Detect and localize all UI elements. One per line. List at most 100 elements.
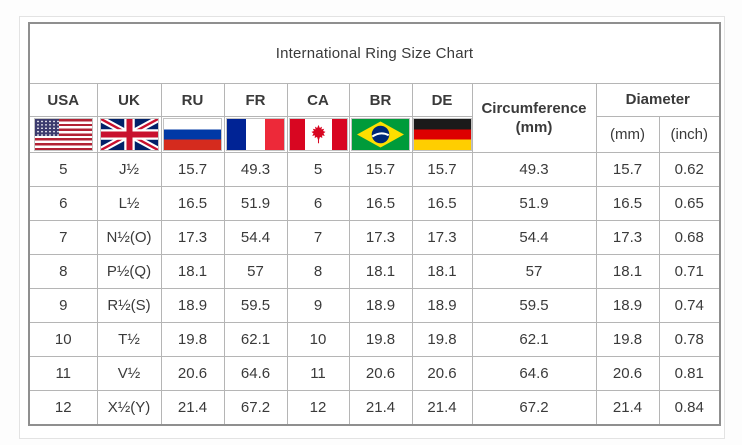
cell-fr: 59.5 bbox=[223, 288, 288, 323]
cell-ru: 16.5 bbox=[160, 186, 225, 221]
cell-fr: 49.3 bbox=[223, 152, 288, 187]
uk-flag-icon bbox=[100, 119, 158, 150]
cell-usa: 12 bbox=[28, 390, 98, 426]
cell-usa: 9 bbox=[28, 288, 98, 323]
flag-cell-br bbox=[348, 116, 413, 153]
cell-br: 18.9 bbox=[348, 288, 413, 323]
cell-circumference: 64.6 bbox=[471, 356, 597, 391]
table-row: 7 N½(O) 17.3 54.4 7 17.3 17.3 54.4 17.3 … bbox=[28, 220, 721, 255]
ca-flag-icon bbox=[289, 119, 347, 150]
cell-diameter-inch: 0.78 bbox=[658, 322, 721, 357]
cell-circumference: 51.9 bbox=[471, 186, 597, 221]
title-row: International Ring Size Chart bbox=[28, 22, 721, 84]
cell-fr: 54.4 bbox=[223, 220, 288, 255]
cell-br: 18.1 bbox=[348, 254, 413, 289]
cell-diameter-mm: 21.4 bbox=[595, 390, 660, 426]
column-header-de: DE bbox=[411, 83, 473, 117]
table-row: 8 P½(Q) 18.1 57 8 18.1 18.1 57 18.1 0.71 bbox=[28, 254, 721, 289]
column-header-br: BR bbox=[348, 83, 413, 117]
cell-br: 19.8 bbox=[348, 322, 413, 357]
cell-uk: V½ bbox=[96, 356, 162, 391]
circumference-label: Circumference bbox=[481, 99, 587, 117]
cell-fr: 67.2 bbox=[223, 390, 288, 426]
cell-uk: R½(S) bbox=[96, 288, 162, 323]
cell-usa: 8 bbox=[28, 254, 98, 289]
cell-diameter-mm: 16.5 bbox=[595, 186, 660, 221]
cell-ca: 7 bbox=[286, 220, 350, 255]
cell-ca: 8 bbox=[286, 254, 350, 289]
cell-ca: 12 bbox=[286, 390, 350, 426]
cell-br: 20.6 bbox=[348, 356, 413, 391]
cell-diameter-inch: 0.81 bbox=[658, 356, 721, 391]
cell-de: 15.7 bbox=[411, 152, 473, 187]
flag-cell-ca bbox=[286, 116, 350, 153]
cell-br: 15.7 bbox=[348, 152, 413, 187]
table-row: 9 R½(S) 18.9 59.5 9 18.9 18.9 59.5 18.9 … bbox=[28, 288, 721, 323]
cell-de: 19.8 bbox=[411, 322, 473, 357]
flag-cell-usa bbox=[28, 116, 98, 153]
cell-usa: 10 bbox=[28, 322, 98, 357]
cell-circumference: 67.2 bbox=[471, 390, 597, 426]
cell-br: 16.5 bbox=[348, 186, 413, 221]
cell-de: 20.6 bbox=[411, 356, 473, 391]
cell-usa: 6 bbox=[28, 186, 98, 221]
header-label-row: USA UK RU FR CA BR DE Circumference (mm)… bbox=[28, 83, 721, 153]
cell-circumference: 59.5 bbox=[471, 288, 597, 323]
table-row: 11 V½ 20.6 64.6 11 20.6 20.6 64.6 20.6 0… bbox=[28, 356, 721, 391]
cell-de: 18.9 bbox=[411, 288, 473, 323]
cell-ru: 19.8 bbox=[160, 322, 225, 357]
column-header-uk: UK bbox=[96, 83, 162, 117]
cell-diameter-inch: 0.68 bbox=[658, 220, 721, 255]
cell-diameter-mm: 15.7 bbox=[595, 152, 660, 187]
cell-diameter-inch: 0.65 bbox=[658, 186, 721, 221]
cell-br: 17.3 bbox=[348, 220, 413, 255]
de-flag-icon bbox=[413, 119, 471, 150]
cell-ru: 21.4 bbox=[160, 390, 225, 426]
table-row: 12 X½(Y) 21.4 67.2 12 21.4 21.4 67.2 21.… bbox=[28, 390, 721, 426]
column-header-circumference: Circumference (mm) bbox=[471, 83, 597, 153]
circumference-unit: (mm) bbox=[515, 119, 553, 136]
cell-uk: J½ bbox=[96, 152, 162, 187]
cell-circumference: 49.3 bbox=[471, 152, 597, 187]
cell-uk: P½(Q) bbox=[96, 254, 162, 289]
cell-diameter-mm: 18.1 bbox=[595, 254, 660, 289]
cell-diameter-inch: 0.84 bbox=[658, 390, 721, 426]
flag-cell-uk bbox=[96, 116, 162, 153]
cell-fr: 51.9 bbox=[223, 186, 288, 221]
flag-cell-fr bbox=[223, 116, 288, 153]
cell-diameter-mm: 20.6 bbox=[595, 356, 660, 391]
cell-de: 16.5 bbox=[411, 186, 473, 221]
usa-flag-icon bbox=[34, 119, 92, 150]
column-header-diameter: Diameter bbox=[595, 83, 721, 117]
cell-diameter-mm: 18.9 bbox=[595, 288, 660, 323]
cell-ca: 5 bbox=[286, 152, 350, 187]
cell-fr: 57 bbox=[223, 254, 288, 289]
column-header-fr: FR bbox=[223, 83, 288, 117]
cell-circumference: 54.4 bbox=[471, 220, 597, 255]
cell-de: 18.1 bbox=[411, 254, 473, 289]
page-title: International Ring Size Chart bbox=[28, 22, 721, 84]
cell-ru: 18.1 bbox=[160, 254, 225, 289]
column-header-usa: USA bbox=[28, 83, 98, 117]
cell-uk: T½ bbox=[96, 322, 162, 357]
cell-diameter-inch: 0.74 bbox=[658, 288, 721, 323]
cell-ru: 18.9 bbox=[160, 288, 225, 323]
cell-circumference: 62.1 bbox=[471, 322, 597, 357]
table-row: 5 J½ 15.7 49.3 5 15.7 15.7 49.3 15.7 0.6… bbox=[28, 152, 721, 187]
cell-ru: 15.7 bbox=[160, 152, 225, 187]
cell-usa: 7 bbox=[28, 220, 98, 255]
table-row: 6 L½ 16.5 51.9 6 16.5 16.5 51.9 16.5 0.6… bbox=[28, 186, 721, 221]
cell-diameter-mm: 19.8 bbox=[595, 322, 660, 357]
cell-circumference: 57 bbox=[471, 254, 597, 289]
cell-diameter-inch: 0.71 bbox=[658, 254, 721, 289]
flag-cell-ru bbox=[160, 116, 225, 153]
cell-usa: 5 bbox=[28, 152, 98, 187]
cell-diameter-mm: 17.3 bbox=[595, 220, 660, 255]
cell-diameter-inch: 0.62 bbox=[658, 152, 721, 187]
flag-cell-de bbox=[411, 116, 473, 153]
cell-uk: L½ bbox=[96, 186, 162, 221]
cell-ru: 20.6 bbox=[160, 356, 225, 391]
ring-size-chart-table: International Ring Size Chart USA UK RU … bbox=[28, 22, 722, 426]
column-header-ru: RU bbox=[160, 83, 225, 117]
ru-flag-icon bbox=[164, 119, 221, 150]
